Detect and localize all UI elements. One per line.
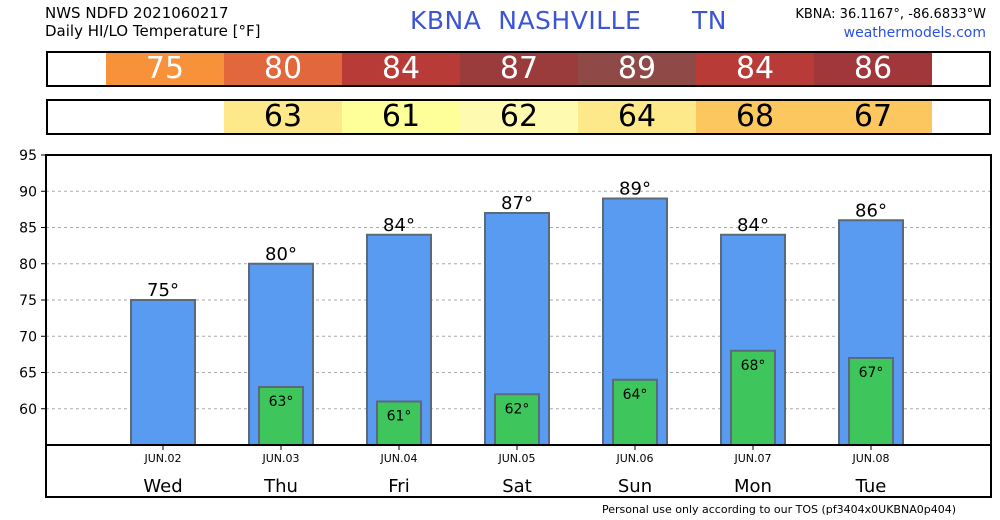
day-label: Mon	[734, 476, 772, 497]
day-label: Fri	[388, 476, 409, 497]
lo-bar-label: 61°	[387, 409, 412, 425]
hi-bar-label: 84°	[737, 215, 769, 236]
y-tick-label: 60	[19, 402, 37, 418]
hi-cell: 87	[460, 53, 578, 85]
lo-bar	[494, 393, 540, 446]
hi-cell: 84	[342, 53, 460, 85]
day-axis-frame	[45, 444, 992, 498]
lo-bar	[848, 357, 894, 446]
day-label: Sun	[618, 476, 652, 497]
station-title: KBNA NASHVILLE TN	[410, 6, 727, 35]
lo-bar-label: 68°	[741, 358, 766, 374]
y-tick-label: 70	[19, 329, 37, 345]
lo-cell: 67	[814, 101, 932, 133]
lo-bar	[376, 400, 422, 446]
lo-bar-label: 64°	[623, 387, 648, 403]
y-tick-label: 85	[19, 221, 37, 237]
hi-temperature-strip: 75 80 84 87 89 84 86	[46, 51, 991, 87]
lo-cell: 68	[696, 101, 814, 133]
hi-cell: 75	[106, 53, 224, 85]
lo-bar-label: 67°	[859, 365, 884, 381]
date-label: JUN.05	[497, 452, 535, 465]
day-label: Wed	[143, 476, 182, 497]
footer-tos: Personal use only according to our TOS (…	[602, 503, 956, 516]
day-label: Tue	[855, 476, 887, 497]
date-label: JUN.06	[615, 452, 653, 465]
hi-cell: 86	[814, 53, 932, 85]
date-label: JUN.03	[261, 452, 299, 465]
lo-bar-label: 63°	[269, 394, 294, 410]
y-tick-label: 65	[19, 366, 37, 382]
lo-cell: 64	[578, 101, 696, 133]
hi-bar-label: 89°	[619, 179, 651, 200]
date-label: JUN.04	[379, 452, 417, 465]
site-link[interactable]: weathermodels.com	[843, 25, 986, 41]
y-tick-label: 95	[19, 148, 37, 164]
model-run-label: NWS NDFD 2021060217	[45, 4, 229, 22]
hi-bar-label: 84°	[383, 215, 415, 236]
day-label: Sat	[502, 476, 532, 497]
hi-bar-label: 86°	[855, 200, 887, 221]
lo-bar	[730, 349, 776, 446]
y-tick-label: 75	[19, 293, 37, 309]
y-tick-label: 80	[19, 257, 37, 273]
lo-temperature-strip: 63 61 62 64 68 67	[46, 99, 991, 135]
lo-bar	[258, 386, 304, 446]
lo-bar	[612, 378, 658, 446]
lo-cell: 62	[460, 101, 578, 133]
hi-bar	[130, 299, 196, 446]
day-label: Thu	[263, 476, 298, 497]
lo-cell: 63	[224, 101, 342, 133]
hi-cell: 80	[224, 53, 342, 85]
header-right: KBNA: 36.1167°, -86.6833°W weathermodels…	[795, 6, 986, 42]
hi-cell: 84	[696, 53, 814, 85]
product-title: Daily HI/LO Temperature [°F]	[45, 22, 261, 40]
header-left: NWS NDFD 2021060217 Daily HI/LO Temperat…	[45, 4, 261, 40]
hi-cell: 89	[578, 53, 696, 85]
lo-bar-label: 62°	[505, 401, 530, 417]
station-coordinates: KBNA: 36.1167°, -86.6833°W	[795, 7, 986, 22]
date-label: JUN.07	[733, 452, 771, 465]
hi-bar-label: 80°	[265, 244, 297, 265]
temperature-bar-chart: 60 65 70 75 80 85 90 95 75° JUN.02 Wed 80° 63° JUN.03…	[19, 148, 992, 498]
y-tick-label: 90	[19, 184, 37, 200]
date-label: JUN.08	[851, 452, 889, 465]
hi-bar-label: 75°	[147, 280, 179, 301]
lo-cell: 61	[342, 101, 460, 133]
date-label: JUN.02	[143, 452, 181, 465]
hi-bar-label: 87°	[501, 193, 533, 214]
